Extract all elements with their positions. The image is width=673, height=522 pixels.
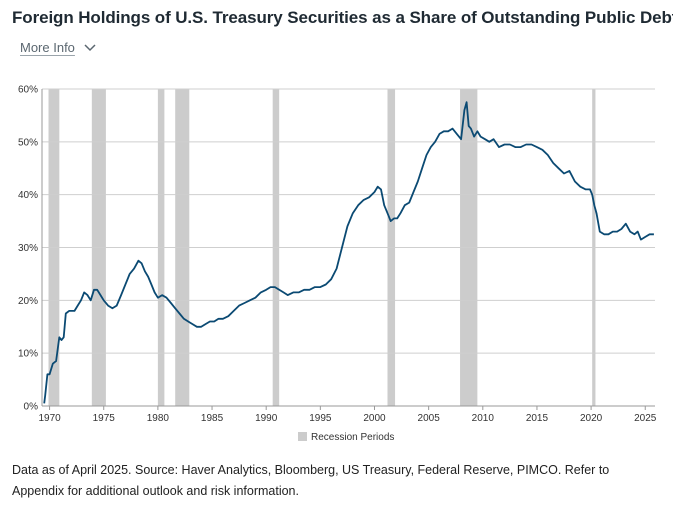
x-tick-label: 1970 [38, 413, 61, 424]
x-axis-ticks: 1970 1975 1980 1985 1990 1995 2000 2005 2010 2015… [38, 406, 657, 424]
y-tick-label: 10% [18, 349, 38, 360]
y-tick-label: 0% [24, 402, 39, 413]
x-tick-label: 1975 [93, 413, 116, 424]
y-tick-label: 50% [18, 137, 38, 148]
x-tick-label: 1995 [309, 413, 332, 424]
legend-swatch-recession [298, 432, 307, 441]
x-tick-label: 1985 [201, 413, 224, 424]
line-chart: 0% 10% 20% 30% 40% 50% 60% 1970 1975 1980 1985 199… [18, 85, 657, 444]
x-tick-label: 1990 [255, 413, 278, 424]
x-tick-label: 2005 [418, 413, 441, 424]
y-tick-label: 30% [18, 243, 38, 254]
y-tick-label: 20% [18, 296, 38, 307]
source-note: Data as of April 2025. Source: Haver Ana… [12, 463, 610, 498]
chevron-down-icon [84, 43, 96, 51]
y-tick-label: 40% [18, 190, 38, 201]
x-tick-label: 2000 [363, 413, 386, 424]
x-tick-label: 2015 [526, 413, 549, 424]
x-tick-label: 2020 [580, 413, 603, 424]
gridlines [41, 88, 655, 407]
more-info-toggle[interactable]: More Info [20, 40, 96, 55]
legend-label-recession: Recession Periods [311, 432, 394, 443]
x-tick-label: 2010 [472, 413, 495, 424]
page-title: Foreign Holdings of U.S. Treasury Securi… [12, 8, 673, 27]
y-tick-label: 60% [18, 85, 38, 96]
series-group [43, 101, 654, 404]
series-line-0 [43, 101, 654, 404]
more-info-label: More Info [20, 40, 75, 55]
x-tick-label: 2025 [634, 413, 657, 424]
y-axis-ticks: 0% 10% 20% 30% 40% 50% 60% [18, 85, 38, 413]
legend: Recession Periods [298, 432, 394, 443]
x-tick-label: 1980 [147, 413, 170, 424]
